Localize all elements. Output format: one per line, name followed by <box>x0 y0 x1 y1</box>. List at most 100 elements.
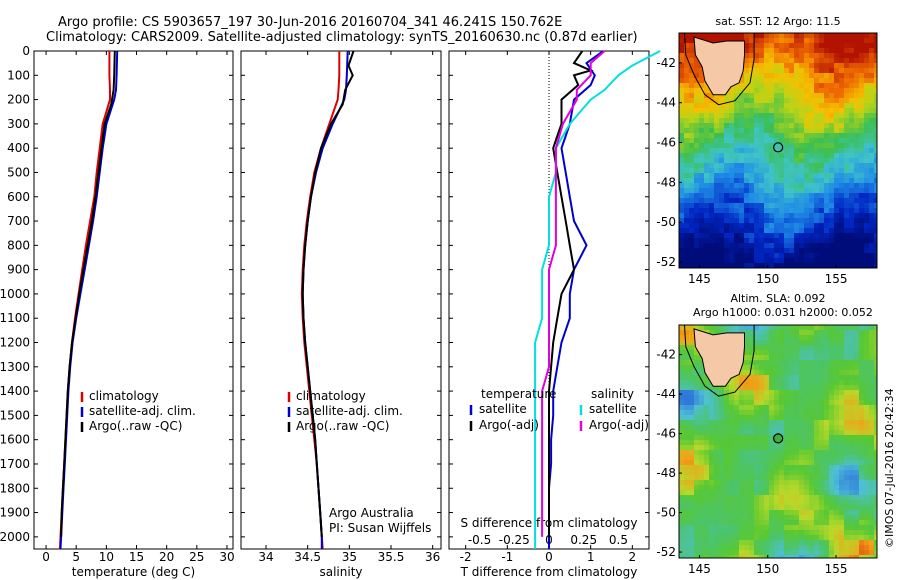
map-field <box>679 325 877 558</box>
bathymetry-contour <box>684 325 755 397</box>
y-tick-label: -42 <box>656 56 676 70</box>
plot-frame <box>240 50 442 550</box>
y-tick-label: -48 <box>656 175 676 189</box>
y-tick-label: -50 <box>656 215 676 229</box>
x-axis-label: T difference from climatology <box>460 565 638 579</box>
x-tick-label: 155 <box>825 562 848 576</box>
y-tick-label: -52 <box>656 255 676 269</box>
y-tick-label: 0 <box>22 44 30 58</box>
x-axis-label: temperature (deg C) <box>72 565 195 579</box>
y-tick-label: 1900 <box>0 506 30 520</box>
legend-label: satellite-adj. clim. <box>296 404 403 418</box>
y-tick-label: 900 <box>7 263 30 277</box>
x-tick-label: -2 <box>460 550 472 564</box>
legend-label: climatology <box>89 389 159 403</box>
y-tick-label: 100 <box>7 68 30 82</box>
y-tick-label: 1800 <box>0 481 30 495</box>
x-tick-label: 150 <box>756 272 779 286</box>
legend-label: Argo(-adj) <box>479 418 539 432</box>
s-tick-label: -0.5 <box>468 533 491 547</box>
x-tick-label: 34.5 <box>294 550 321 564</box>
x-tick-label: 34 <box>258 550 273 564</box>
float-marker <box>773 433 784 444</box>
x-tick-label: 1 <box>587 550 595 564</box>
y-tick-label: 700 <box>7 214 30 228</box>
y-tick-label: -44 <box>656 96 676 110</box>
x-tick-label: 25 <box>189 550 204 564</box>
legend-label: satellite <box>479 402 527 416</box>
y-tick-label: 1400 <box>0 384 30 398</box>
legend-title-temperature: temperature <box>481 387 556 401</box>
map-title: Altim. SLA: 0.092 <box>730 292 825 305</box>
y-tick-label: -46 <box>656 136 676 150</box>
x-tick-label: 155 <box>825 272 848 286</box>
salinity-panel: 34 34.5 35 35.5 36 salinity climatologysatelli… <box>240 50 442 579</box>
series-line <box>534 50 661 549</box>
y-tick-label: 800 <box>7 238 30 252</box>
x-tick-label: 35 <box>342 550 357 564</box>
y-tick-label: 1600 <box>0 433 30 447</box>
y-tick-label: 400 <box>7 141 30 155</box>
land-tasmania <box>693 328 745 387</box>
map-title: sat. SST: 12 Argo: 11.5 <box>715 15 840 28</box>
legend-label: climatology <box>296 389 366 403</box>
difference-panel: -2 -1 0 1 2T difference from climatology -0.5… <box>448 50 661 579</box>
sla-map-panel: -42 -44 -46 -48 -50 -52 145 150 155 Altim. SLA: 0… <box>656 292 878 576</box>
header-line2: Climatology: CARS2009. Satellite-adjuste… <box>46 30 638 45</box>
y-tick-label: -52 <box>656 545 676 559</box>
y-tick-label: 1200 <box>0 336 30 350</box>
y-tick-label: -44 <box>656 387 676 401</box>
x-tick-label: 36 <box>425 550 440 564</box>
x-tick-label: 15 <box>129 550 144 564</box>
x-tick-label: 10 <box>99 550 114 564</box>
series-line <box>548 50 594 537</box>
header-line1: Argo profile: CS 5903657_197 30-Jun-2016… <box>58 15 563 30</box>
float-marker <box>773 142 784 153</box>
map-frame <box>678 324 878 559</box>
x-tick-label: 145 <box>688 562 711 576</box>
legend-label: Argo(..raw -QC) <box>89 419 182 433</box>
x-tick-label: 0 <box>42 550 50 564</box>
y-tick-label: 1300 <box>0 360 30 374</box>
x-tick-label: 5 <box>72 550 80 564</box>
map-frame <box>678 32 878 269</box>
legend-title-salinity: salinity <box>591 387 634 401</box>
x-tick-label: 145 <box>688 272 711 286</box>
series-line <box>541 50 606 537</box>
x-tick-label: 30 <box>219 550 234 564</box>
legend-label: satellite-adj. clim. <box>89 404 196 418</box>
credit-text: ©IMOS 07-Jul-2016 20:42:34 <box>883 388 896 548</box>
x-tick-label: -1 <box>501 550 513 564</box>
x-tick-label: 150 <box>756 562 779 576</box>
y-tick-label: 2000 <box>0 530 30 544</box>
legend-label: satellite <box>589 402 637 416</box>
y-tick-label: -42 <box>656 348 676 362</box>
series-line <box>301 50 355 537</box>
y-tick-label: 1500 <box>0 408 30 422</box>
x-axis-label: salinity <box>319 565 362 579</box>
y-tick-label: -46 <box>656 427 676 441</box>
legend-label: Argo(-adj) <box>589 418 649 432</box>
annotation-text: Argo Australia <box>329 506 414 520</box>
plot-frame <box>33 50 234 550</box>
map-field <box>679 33 877 268</box>
land-tasmania <box>693 36 745 96</box>
x-tick-label: 0 <box>545 550 553 564</box>
sst-map-panel: -42 -44 -46 -48 -50 -52 145 150 155 sat. SST: 12 … <box>656 15 878 286</box>
temperature-panel: 0100200300400500600700800900100011001200… <box>0 44 235 579</box>
x-tick-label: 35.5 <box>378 550 405 564</box>
s-tick-label: 0.25 <box>570 533 597 547</box>
y-tick-label: 200 <box>7 93 30 107</box>
x-tick-label: 2 <box>629 550 637 564</box>
y-tick-label: 1000 <box>0 287 30 301</box>
annotation-text: PI: Susan Wijffels <box>329 521 431 535</box>
series-line <box>60 50 116 537</box>
bathymetry-contour <box>684 33 755 106</box>
y-tick-label: -50 <box>656 506 676 520</box>
y-tick-label: 1100 <box>0 311 30 325</box>
y-tick-label: 500 <box>7 165 30 179</box>
y-tick-label: 1700 <box>0 457 30 471</box>
s-tick-label: -0.25 <box>499 533 530 547</box>
legend-label: Argo(..raw -QC) <box>296 419 389 433</box>
